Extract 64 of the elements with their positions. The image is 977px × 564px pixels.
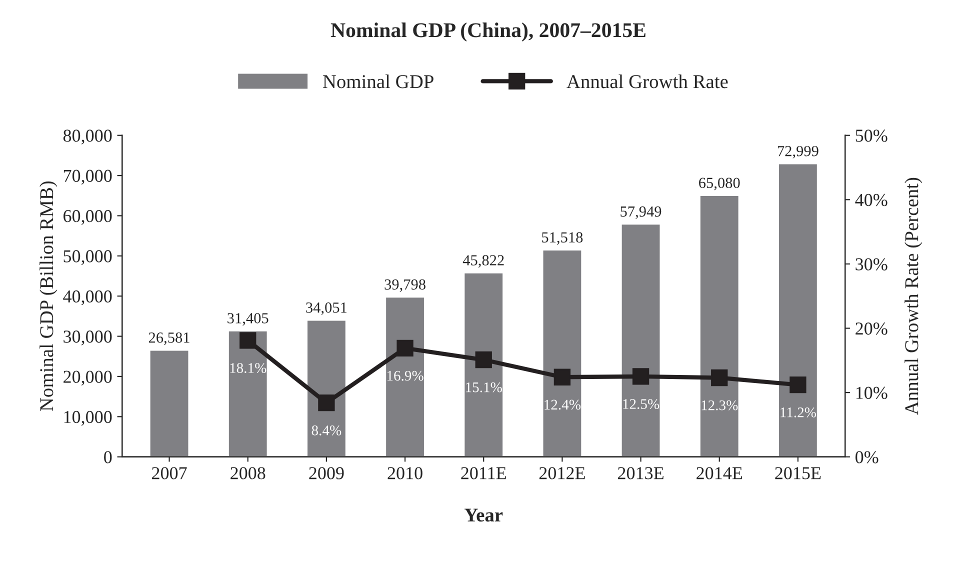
- data-label: 18.1%: [230, 363, 266, 374]
- y-tick-label: 30,000: [64, 330, 112, 346]
- data-label: 11.2%: [780, 407, 816, 418]
- y-tick-label: 10,000: [64, 410, 112, 426]
- data-label: 8.4%: [312, 425, 342, 436]
- y2-tick-label: 20%: [856, 322, 888, 335]
- y-tick-label: 40,000: [63, 290, 112, 306]
- point: [711, 369, 728, 386]
- data-label: 72,999: [778, 146, 818, 158]
- y-tick-label: 70,000: [64, 170, 112, 185]
- data-label: 39,798: [384, 279, 426, 292]
- x-tick-label: 2008: [230, 467, 266, 480]
- y-tick-label: 0: [104, 451, 112, 464]
- bar: [463, 272, 504, 457]
- bar: [306, 319, 347, 457]
- data-label: 34,051: [306, 302, 347, 315]
- data-label: 12.3%: [702, 400, 738, 410]
- bar: [620, 223, 662, 457]
- point: [790, 376, 806, 394]
- y2-tick-label: 50%: [856, 130, 888, 142]
- y2-tick-label: 30%: [856, 258, 888, 270]
- bar: [542, 249, 583, 457]
- bar: [228, 330, 268, 457]
- data-label: 12.4%: [544, 400, 581, 410]
- legend-label: Annual Growth Rate: [566, 74, 728, 88]
- data-label: 16.9%: [387, 370, 424, 381]
- x-axis-title: Year: [464, 508, 503, 522]
- point: [632, 368, 650, 385]
- data-label: 51,518: [542, 232, 583, 245]
- point: [396, 340, 414, 357]
- x-tick-label: 2007: [152, 467, 187, 480]
- y-tick-label: 20,000: [64, 370, 112, 386]
- point: [554, 368, 571, 386]
- x-tick-label: 2013E: [618, 467, 664, 480]
- bar: [778, 162, 818, 457]
- data-label: 12.5%: [623, 399, 660, 410]
- y-axis-title: Nominal GDP (Billion RMB): [40, 181, 58, 412]
- y-tick-label: 50,000: [64, 250, 112, 265]
- x-tick-label: 2015E: [775, 467, 821, 480]
- data-label: 15.1%: [466, 382, 502, 392]
- point: [475, 351, 492, 368]
- data-label: 45,822: [462, 255, 504, 268]
- bar: [148, 349, 190, 457]
- x-tick-label: 2012E: [539, 467, 585, 480]
- data-label: 26,581: [148, 332, 190, 345]
- x-tick-label: 2010: [388, 467, 422, 480]
- y2-tick-label: 0%: [856, 451, 878, 464]
- x-tick-label: 2011E: [461, 467, 506, 480]
- data-label: 31,405: [228, 313, 268, 326]
- point: [240, 332, 256, 349]
- chart-title: Nominal GDP (China), 2007–2015E: [330, 22, 646, 42]
- point: [318, 394, 335, 412]
- legend-label: Nominal GDP: [322, 74, 434, 88]
- y-tick-label: 60,000: [64, 210, 112, 225]
- y2-tick-label: 40%: [855, 194, 888, 206]
- y-tick-label: 80,000: [63, 130, 112, 144]
- data-label: 57,949: [620, 206, 662, 219]
- y2-axis-title: Annual Growth Rate (Percent): [904, 178, 922, 415]
- bar: [384, 296, 426, 457]
- y2-tick-label: 10%: [856, 386, 888, 400]
- data-label: 65,080: [699, 178, 740, 190]
- x-tick-label: 2014E: [696, 467, 742, 480]
- bar: [699, 194, 740, 457]
- x-tick-label: 2009: [309, 467, 344, 480]
